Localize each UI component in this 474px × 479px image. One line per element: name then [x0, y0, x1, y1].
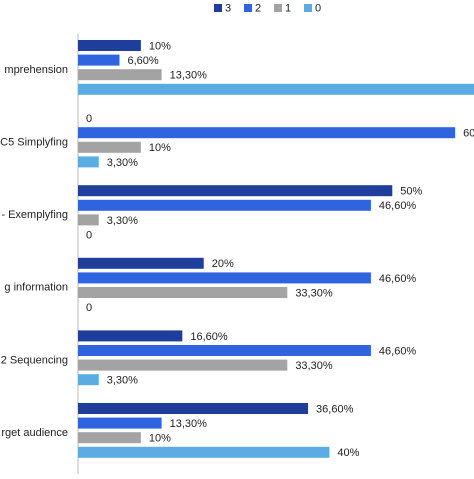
value-label: 36,60%: [316, 403, 354, 415]
bar: [78, 417, 162, 429]
bar: [78, 403, 309, 414]
bar: [78, 287, 288, 298]
bar: [78, 40, 141, 51]
value-label: 13,30%: [170, 418, 208, 430]
bar: [78, 359, 288, 371]
legend-label: 2: [255, 2, 261, 14]
value-label: 0: [86, 113, 92, 125]
value-label: 46,60%: [379, 200, 417, 212]
value-label: 13,30%: [170, 70, 208, 82]
value-label: 40%: [337, 447, 359, 459]
legend-label: 0: [315, 2, 321, 14]
category-label: rget audience: [1, 427, 68, 439]
value-label: 46,60%: [379, 273, 417, 285]
value-label: 33,30%: [295, 360, 333, 372]
bar: [78, 345, 371, 356]
value-label: 3,30%: [107, 157, 138, 169]
legend-swatch: [244, 4, 252, 12]
legend-swatch: [214, 4, 222, 12]
bar: [78, 446, 330, 458]
value-label: 3,30%: [107, 375, 138, 387]
legend-swatch: [274, 4, 282, 12]
value-label: 10%: [149, 40, 171, 52]
bar: [78, 330, 183, 342]
bar: [78, 54, 120, 66]
bar: [78, 83, 474, 95]
bar: [78, 156, 99, 168]
bar: [78, 432, 141, 444]
value-label: 16,60%: [190, 331, 228, 343]
bar: [78, 69, 162, 81]
legend-label: 1: [285, 2, 291, 14]
category-label: 2 Sequencing: [1, 354, 68, 366]
value-label: 50%: [400, 186, 422, 198]
bar: [78, 199, 371, 211]
value-label: 46,60%: [379, 345, 417, 357]
category-label: g information: [4, 282, 68, 294]
category-label: C5 Simplyfing: [0, 137, 68, 149]
value-label: 20%: [212, 258, 234, 270]
value-label: 10%: [149, 433, 171, 445]
bar: [78, 127, 456, 139]
bar: [78, 272, 371, 284]
category-label: - Exemplyfing: [1, 209, 68, 221]
value-label: 0: [86, 229, 92, 241]
value-label: 60: [463, 128, 474, 140]
bar: [78, 141, 141, 153]
legend-label: 3: [225, 2, 231, 14]
value-label: 6,60%: [127, 55, 158, 67]
value-label: 33,30%: [295, 287, 333, 299]
value-label: 3,30%: [107, 215, 138, 227]
bar: [78, 257, 204, 269]
bar: [78, 374, 99, 386]
value-label: 10%: [149, 142, 171, 154]
category-label: mprehension: [4, 64, 68, 76]
bar: [78, 185, 393, 197]
legend-swatch: [304, 4, 312, 12]
value-label: 0: [86, 302, 92, 314]
bar: [78, 214, 99, 226]
